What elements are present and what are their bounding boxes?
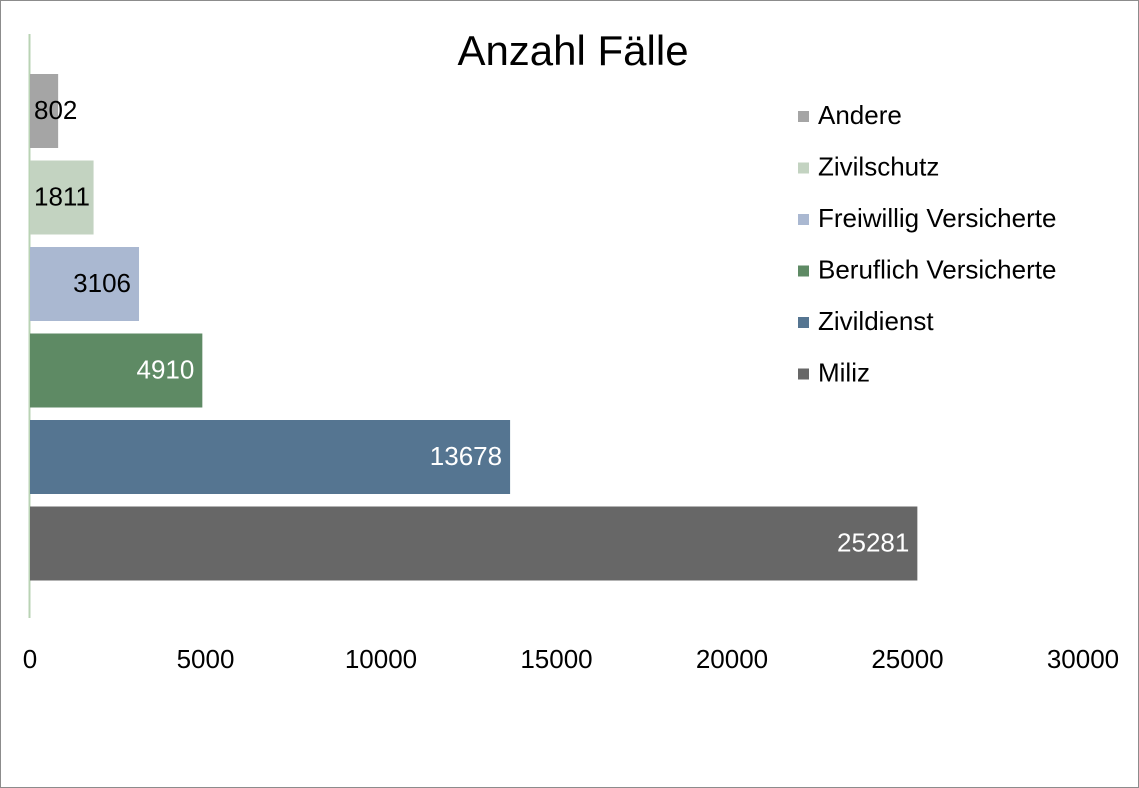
x-tick-label: 15000 [520, 644, 592, 674]
bar [30, 333, 203, 408]
bar [30, 420, 511, 494]
x-tick-label: 30000 [1047, 644, 1119, 674]
legend-label: Zivilschutz [818, 151, 939, 181]
bar [30, 74, 59, 148]
value-label: 3106 [73, 268, 131, 298]
x-tick-label: 20000 [696, 644, 768, 674]
legend-label: Beruflich Versicherte [818, 254, 1056, 284]
legend-label: Andere [818, 100, 902, 130]
bar [30, 247, 140, 321]
value-label: 802 [34, 95, 77, 125]
legend-marker [798, 214, 809, 225]
chart-title: Anzahl Fälle [457, 27, 688, 74]
bar [30, 160, 94, 235]
legend-label: Zivildienst [818, 306, 934, 336]
x-tick-label: 0 [23, 644, 37, 674]
legend-label: Miliz [818, 357, 870, 387]
legend-marker [798, 317, 809, 328]
x-tick-label: 25000 [871, 644, 943, 674]
legend-marker [798, 265, 809, 277]
legend-marker [798, 162, 809, 174]
value-label: 13678 [430, 441, 502, 471]
legend-marker [798, 111, 809, 122]
value-label: 1811 [34, 181, 90, 211]
x-tick-label: 10000 [345, 644, 417, 674]
legend-marker [798, 368, 809, 380]
x-tick-label: 5000 [177, 644, 235, 674]
legend-label: Freiwillig Versicherte [818, 203, 1056, 233]
bar [30, 506, 918, 581]
value-label: 25281 [837, 527, 909, 557]
value-label: 4910 [136, 354, 194, 384]
